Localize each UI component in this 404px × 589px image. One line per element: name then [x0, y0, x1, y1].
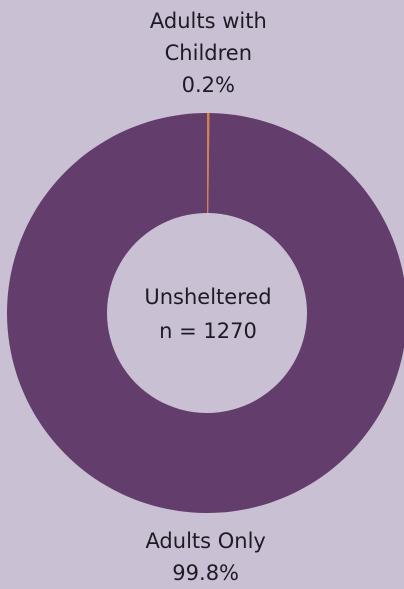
- slice: [6, 113, 404, 513]
- slice-label: Adults with Children 0.2%: [123, 5, 293, 101]
- slice-label: Adults Only 99.8%: [121, 525, 291, 589]
- center-count: n = 1270: [159, 319, 257, 343]
- value-label: 0.2%: [181, 73, 235, 97]
- category-label: Adults Only: [145, 528, 266, 553]
- slice: [207, 113, 210, 214]
- category-label: Adults with Children: [149, 9, 267, 65]
- center-title: Unsheltered: [144, 285, 272, 309]
- center-label: Unsheltered n = 1270: [108, 280, 308, 348]
- value-label: 99.8%: [172, 560, 240, 585]
